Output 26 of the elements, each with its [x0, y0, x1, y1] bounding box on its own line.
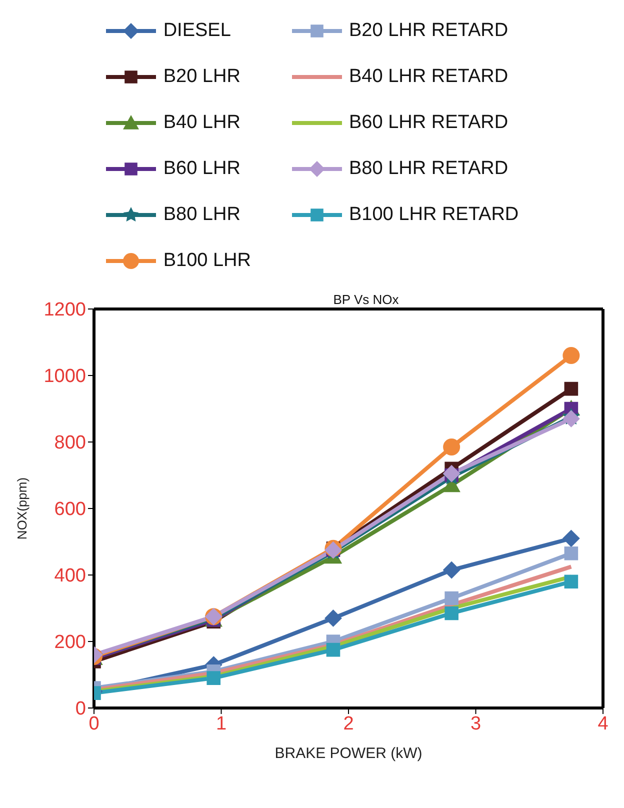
x-tick-label: 1	[216, 713, 227, 734]
x-tick-label: 2	[343, 713, 354, 734]
x-tick-label: 0	[88, 713, 100, 734]
legend-label: B20 LHR RETARD	[349, 20, 508, 42]
x-tick-label: 3	[470, 713, 482, 734]
legend-label: DIESEL	[163, 20, 231, 42]
y-tick-label: 1200	[44, 300, 86, 321]
legend-label: B20 LHR	[163, 66, 240, 88]
chart-title: BP Vs NOx	[332, 292, 400, 307]
y-tick-label: 400	[54, 566, 86, 587]
x-tick-label: 4	[598, 713, 609, 734]
legend-label: B100 LHR	[163, 250, 251, 272]
y-tick-label: 1000	[44, 366, 86, 388]
y-tick-label: 200	[54, 632, 86, 654]
y-axis-title: NOX(ppm)	[14, 477, 30, 540]
y-tick-label: 600	[54, 499, 86, 520]
y-tick-label: 800	[54, 432, 86, 454]
legend-label: B60 LHR RETARD	[349, 112, 508, 134]
legend-label: B80 LHR	[163, 204, 240, 226]
x-axis-title: BRAKE POWER (kW)	[274, 745, 422, 762]
y-tick-label: 0	[75, 698, 86, 720]
legend-label: B40 LHR RETARD	[349, 66, 508, 88]
legend-label: B80 LHR RETARD	[349, 158, 508, 180]
legend-label: B40 LHR	[163, 112, 240, 134]
legend-label: B60 LHR	[163, 158, 240, 180]
legend-label: B100 LHR RETARD	[349, 204, 519, 226]
